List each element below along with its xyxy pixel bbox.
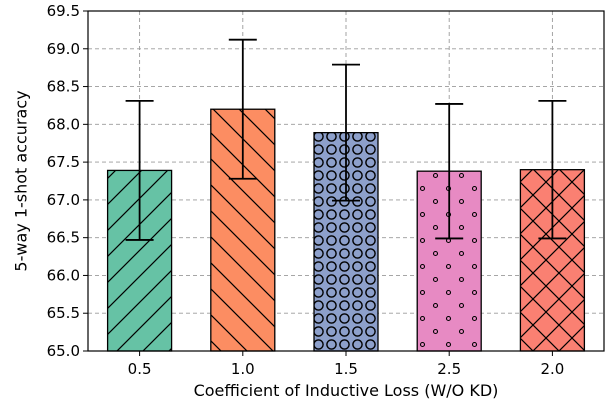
y-axis-label: 5-way 1-shot accuracy — [12, 90, 31, 271]
y-tick-label: 67.0 — [47, 191, 80, 209]
x-tick-label: 1.5 — [334, 360, 358, 378]
y-tick-label: 67.5 — [47, 153, 80, 171]
x-tick-label: 1.0 — [231, 360, 255, 378]
axis-ticks: 65.0 65.5 66.0 66.5 67.0 67.5 68.0 68.5 69.0 69.5… — [47, 2, 565, 378]
y-tick-label: 65.0 — [47, 342, 80, 360]
y-tick-label: 65.5 — [47, 304, 80, 322]
y-tick-label: 69.0 — [47, 40, 80, 58]
y-tick-label: 66.5 — [47, 229, 80, 247]
x-tick-label: 0.5 — [128, 360, 152, 378]
y-tick-label: 66.0 — [47, 266, 80, 284]
y-tick-label: 68.0 — [47, 115, 80, 133]
x-tick-label: 2.0 — [540, 360, 564, 378]
x-axis-label: Coefficient of Inductive Loss (W/O KD) — [194, 381, 499, 400]
y-tick-label: 68.5 — [47, 78, 80, 96]
error-bars — [125, 38, 567, 241]
x-tick-label: 2.5 — [437, 360, 461, 378]
y-tick-label: 69.5 — [47, 2, 80, 20]
